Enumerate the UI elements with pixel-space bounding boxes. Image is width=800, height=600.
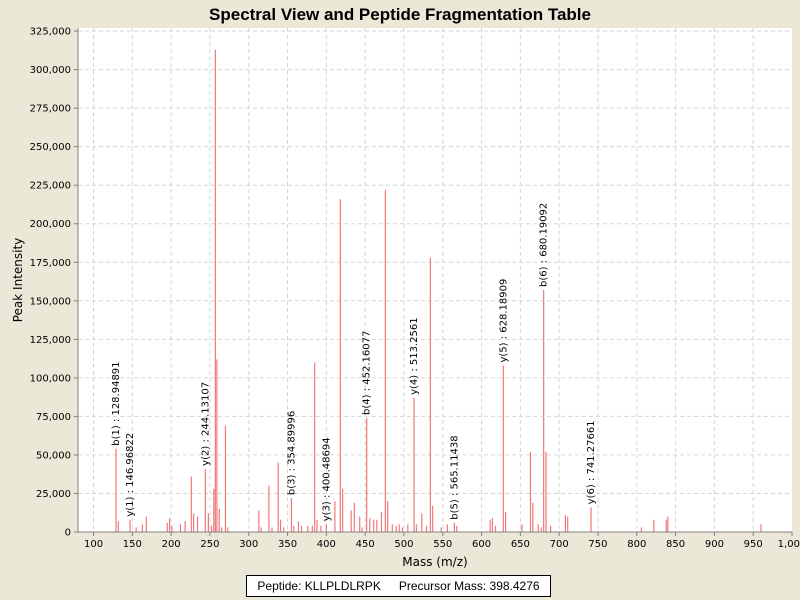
x-tick-label: 800 [627, 539, 646, 550]
peaks [115, 49, 762, 532]
x-tick-label: 850 [666, 539, 685, 550]
x-tick-label: 400 [317, 539, 336, 550]
peak-annotation: b(3) : 354.89996 [286, 411, 297, 495]
x-tick-label: 900 [705, 539, 724, 550]
x-tick-label: 600 [472, 539, 491, 550]
peak-annotation: b(5) : 565.11438 [449, 435, 460, 519]
x-tick-label: 450 [356, 539, 375, 550]
peak-annotation: y(2) : 244.13107 [200, 382, 211, 466]
x-tick-label: 250 [200, 539, 219, 550]
legend-peptide: Peptide: KLLPLDLRPK [257, 579, 381, 593]
legend: Peptide: KLLPLDLRPK Precursor Mass: 398.… [246, 575, 551, 597]
x-tick-label: 150 [123, 539, 142, 550]
gridlines [78, 28, 792, 532]
x-tick-label: 700 [550, 539, 569, 550]
y-tick-label: 150,000 [30, 296, 71, 307]
y-tick-label: 275,000 [30, 104, 71, 115]
x-tick-label: 350 [278, 539, 297, 550]
y-tick-label: 50,000 [36, 450, 71, 461]
x-tick-label: 1,000 [778, 539, 800, 550]
peak-annotation: b(4) : 452.16077 [362, 331, 373, 415]
y-tick-label: 300,000 [30, 65, 71, 76]
peak-annotation: b(1) : 128.94891 [111, 361, 122, 445]
peak-annotation: y(4) : 513.2561 [409, 317, 420, 395]
y-tick-label: 25,000 [36, 489, 71, 500]
peak-annotation: b(6) : 680.19092 [539, 203, 550, 287]
x-tick-label: 550 [433, 539, 452, 550]
x-tick-label: 300 [239, 539, 258, 550]
y-tick-label: 200,000 [30, 219, 71, 230]
x-axis-label: Mass (m/z) [402, 555, 467, 569]
peak-annotation: y(5) : 628.18909 [498, 279, 509, 363]
peak-annotation: y(3) : 400.48694 [321, 437, 332, 521]
y-tick-label: 325,000 [30, 27, 71, 38]
x-tick-label: 200 [162, 539, 181, 550]
legend-precursor-mass: Precursor Mass: 398.4276 [398, 579, 540, 593]
x-tick-label: 950 [744, 539, 763, 550]
x-tick-label: 500 [394, 539, 413, 550]
y-tick-label: 250,000 [30, 142, 71, 153]
y-tick-label: 75,000 [36, 412, 71, 423]
y-tick-label: 100,000 [30, 373, 71, 384]
y-tick-label: 175,000 [30, 258, 71, 269]
x-tick-label: 100 [84, 539, 103, 550]
x-tick-label: 750 [588, 539, 607, 550]
plot-area [78, 28, 792, 532]
peak-annotation: y(1) : 146.96822 [125, 433, 136, 517]
y-axis-label: Peak Intensity [11, 238, 25, 323]
chart-title: Spectral View and Peptide Fragmentation … [209, 5, 591, 24]
y-tick-label: 0 [65, 528, 71, 539]
peak-annotation: y(6) : 741.27661 [586, 420, 597, 504]
y-tick-label: 225,000 [30, 181, 71, 192]
x-tick-label: 650 [511, 539, 530, 550]
y-tick-label: 125,000 [30, 335, 71, 346]
axes: 0 25,000 50,000 75,000 100,000 125,000 150,000… [30, 27, 800, 550]
